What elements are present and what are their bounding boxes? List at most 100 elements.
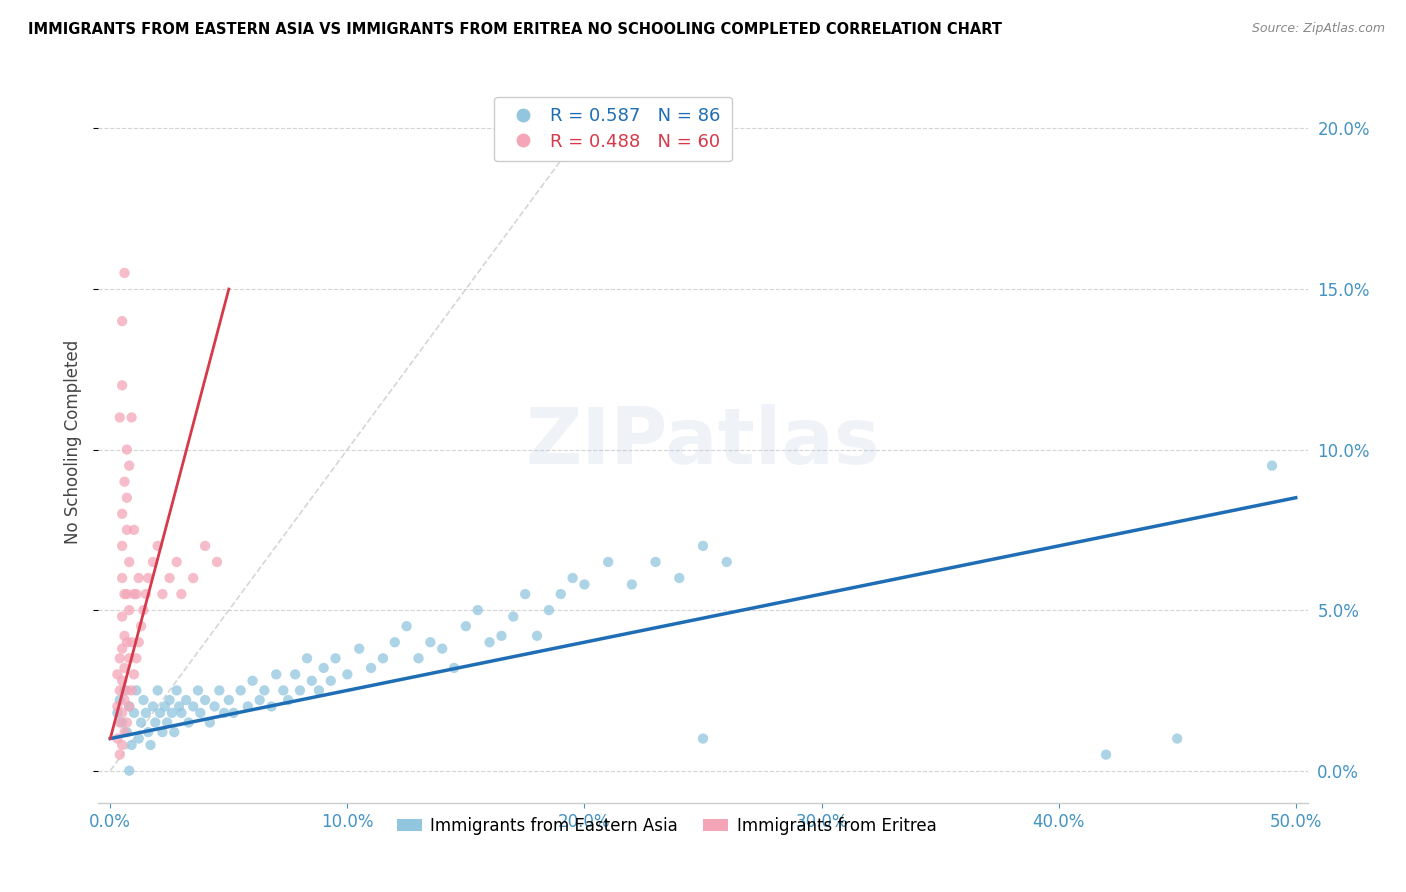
Point xyxy=(1261,458,1284,473)
Point xyxy=(170,706,193,720)
Point xyxy=(108,715,131,730)
Point xyxy=(118,699,141,714)
Point xyxy=(108,693,131,707)
Point xyxy=(149,706,172,720)
Point xyxy=(620,577,643,591)
Point xyxy=(598,555,620,569)
Point xyxy=(115,683,138,698)
Point xyxy=(115,725,138,739)
Point xyxy=(121,635,143,649)
Point xyxy=(111,641,134,656)
Point xyxy=(347,641,370,656)
Point xyxy=(122,706,145,720)
Point xyxy=(166,555,188,569)
Point xyxy=(111,609,134,624)
Point xyxy=(114,629,136,643)
Point xyxy=(152,587,174,601)
Point xyxy=(502,609,524,624)
Point xyxy=(515,587,537,601)
Point xyxy=(143,715,166,730)
Point xyxy=(159,693,181,707)
Point xyxy=(118,651,141,665)
Point xyxy=(105,731,128,746)
Point xyxy=(190,706,212,720)
Point xyxy=(114,587,136,601)
Point xyxy=(371,651,394,665)
Point xyxy=(443,661,465,675)
Text: IMMIGRANTS FROM EASTERN ASIA VS IMMIGRANTS FROM ERITREA NO SCHOOLING COMPLETED C: IMMIGRANTS FROM EASTERN ASIA VS IMMIGRAN… xyxy=(28,22,1002,37)
Point xyxy=(478,635,501,649)
Point xyxy=(222,706,245,720)
Point xyxy=(108,747,131,762)
Point xyxy=(115,715,138,730)
Point xyxy=(129,619,152,633)
Point xyxy=(163,725,186,739)
Point xyxy=(384,635,406,649)
Point xyxy=(118,764,141,778)
Point xyxy=(142,699,165,714)
Point xyxy=(118,555,141,569)
Point xyxy=(668,571,690,585)
Point xyxy=(537,603,560,617)
Point xyxy=(194,539,217,553)
Point xyxy=(136,725,159,739)
Point xyxy=(325,651,347,665)
Point xyxy=(716,555,738,569)
Point xyxy=(692,731,714,746)
Point xyxy=(561,571,583,585)
Point xyxy=(114,475,136,489)
Point xyxy=(108,651,131,665)
Point xyxy=(236,699,259,714)
Point xyxy=(121,683,143,698)
Point xyxy=(108,683,131,698)
Point xyxy=(108,410,131,425)
Point xyxy=(212,706,235,720)
Point xyxy=(125,651,148,665)
Point xyxy=(644,555,666,569)
Point xyxy=(160,706,183,720)
Point xyxy=(146,683,169,698)
Point xyxy=(284,667,307,681)
Point xyxy=(115,491,138,505)
Point xyxy=(114,661,136,675)
Point xyxy=(288,683,311,698)
Point xyxy=(128,571,150,585)
Point xyxy=(218,693,240,707)
Point xyxy=(111,314,134,328)
Point xyxy=(181,571,204,585)
Point xyxy=(174,693,197,707)
Point xyxy=(135,587,157,601)
Text: Source: ZipAtlas.com: Source: ZipAtlas.com xyxy=(1251,22,1385,36)
Point xyxy=(205,555,228,569)
Point xyxy=(111,673,134,688)
Point xyxy=(467,603,489,617)
Point xyxy=(574,577,596,591)
Point xyxy=(111,715,134,730)
Point xyxy=(135,706,157,720)
Point xyxy=(105,706,128,720)
Point xyxy=(242,673,264,688)
Point xyxy=(152,725,174,739)
Point xyxy=(114,266,136,280)
Point xyxy=(491,629,513,643)
Point xyxy=(167,699,190,714)
Point xyxy=(264,667,287,681)
Point xyxy=(125,587,148,601)
Point xyxy=(156,715,179,730)
Point xyxy=(301,673,323,688)
Point xyxy=(187,683,209,698)
Point xyxy=(111,571,134,585)
Point xyxy=(115,442,138,457)
Point xyxy=(295,651,318,665)
Point xyxy=(114,683,136,698)
Point xyxy=(166,683,188,698)
Point xyxy=(312,661,335,675)
Point xyxy=(277,693,299,707)
Point xyxy=(204,699,226,714)
Point xyxy=(454,619,477,633)
Point xyxy=(105,699,128,714)
Point xyxy=(132,603,155,617)
Point xyxy=(550,587,572,601)
Point xyxy=(308,683,330,698)
Point xyxy=(159,571,181,585)
